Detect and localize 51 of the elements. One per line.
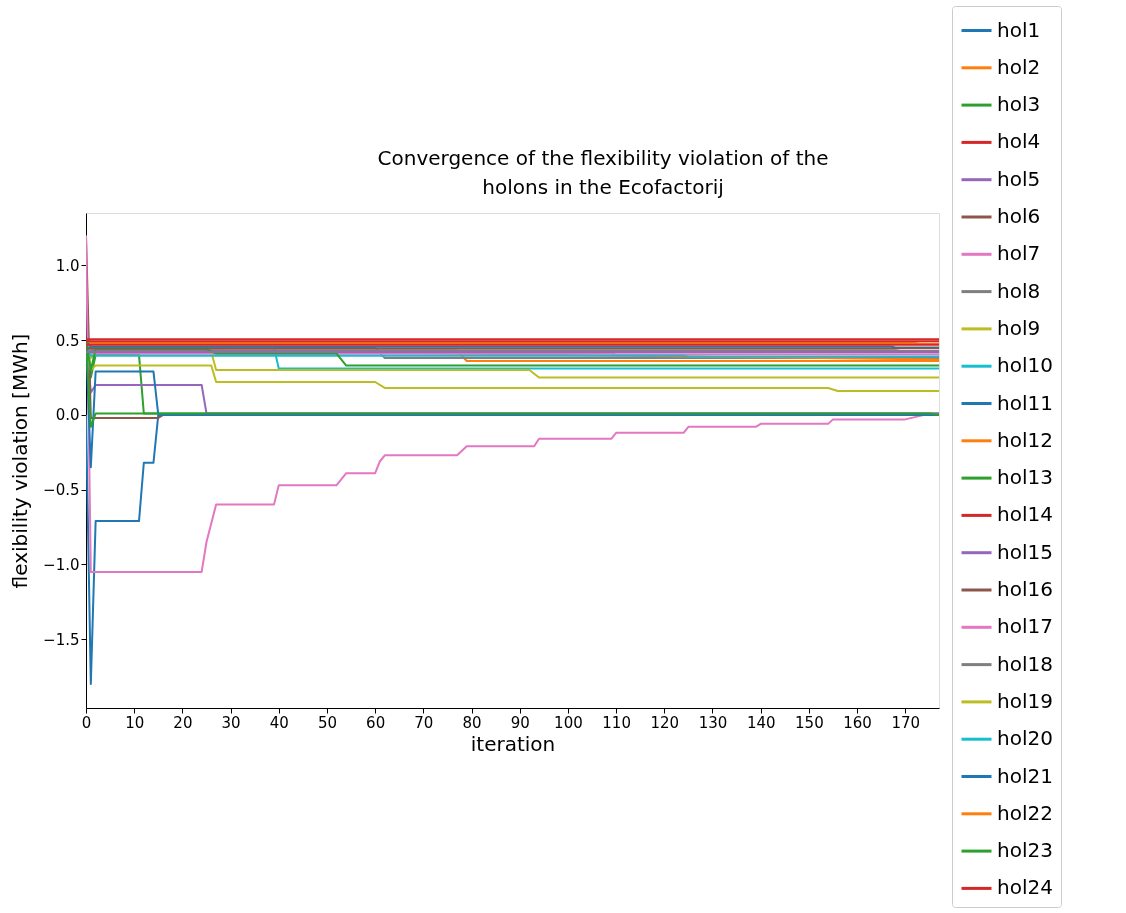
legend-label: hol20 [997, 726, 1053, 751]
y-tick-label: 0.5 [55, 331, 80, 350]
x-tick-label: 140 [746, 713, 776, 732]
legend-label: hol13 [997, 465, 1053, 490]
x-tick-label: 80 [462, 713, 482, 732]
legend-label: hol3 [997, 92, 1041, 117]
legend-label: hol5 [997, 166, 1041, 191]
x-tick-label: 120 [650, 713, 680, 732]
legend-label: hol7 [997, 241, 1041, 266]
x-tick-label: 70 [414, 713, 434, 732]
legend-label: hol8 [997, 278, 1041, 303]
x-tick-label: 40 [269, 713, 289, 732]
x-tick-label: 130 [698, 713, 728, 732]
y-tick-label: 0.0 [55, 406, 80, 425]
x-tick-label: 0 [81, 713, 92, 732]
legend-label: hol21 [997, 763, 1053, 788]
legend-label: hol12 [997, 427, 1053, 452]
y-tick-label: −1.0 [43, 555, 80, 574]
y-tick-label: −1.5 [43, 630, 80, 649]
legend-label: hol4 [997, 129, 1041, 154]
x-axis-title: iteration [470, 731, 556, 756]
legend-label: hol11 [997, 390, 1053, 415]
x-tick-label: 160 [843, 713, 872, 732]
x-tick-label: 30 [221, 713, 241, 732]
y-axis-title: flexibility violation [MWh] [8, 333, 33, 589]
legend-label: hol23 [997, 838, 1053, 863]
x-tick-label: 50 [317, 713, 338, 732]
y-tick-label: 1.0 [55, 256, 80, 275]
legend-label: hol16 [997, 577, 1053, 601]
x-tick-label: 110 [602, 713, 631, 732]
legend-label: hol22 [997, 800, 1053, 825]
legend-label: hol2 [997, 54, 1041, 79]
x-tick-label: 100 [554, 713, 583, 732]
legend-label: hol9 [997, 315, 1041, 340]
x-tick-label: 20 [173, 713, 193, 732]
x-tick-label: 150 [795, 713, 824, 732]
x-tick-label: 10 [125, 713, 145, 732]
legend-label: hol24 [997, 875, 1053, 900]
legend-label: hol10 [997, 353, 1053, 378]
y-tick-label: −0.5 [43, 481, 80, 500]
x-tick-label: 170 [891, 713, 921, 732]
x-tick-label: 90 [510, 713, 530, 732]
legend-label: hol15 [997, 539, 1053, 564]
legend-label: hol17 [997, 614, 1053, 639]
legend-label: hol14 [997, 502, 1053, 527]
legend-label: hol6 [997, 204, 1041, 228]
chart-title: Convergence of the flexibility violation of the holons in the Ecofactorij [377, 146, 829, 199]
legend-label: hol1 [997, 17, 1041, 42]
legend-label: hol19 [997, 688, 1053, 713]
legend-label: hol18 [997, 651, 1053, 676]
x-tick-label: 60 [366, 713, 386, 732]
